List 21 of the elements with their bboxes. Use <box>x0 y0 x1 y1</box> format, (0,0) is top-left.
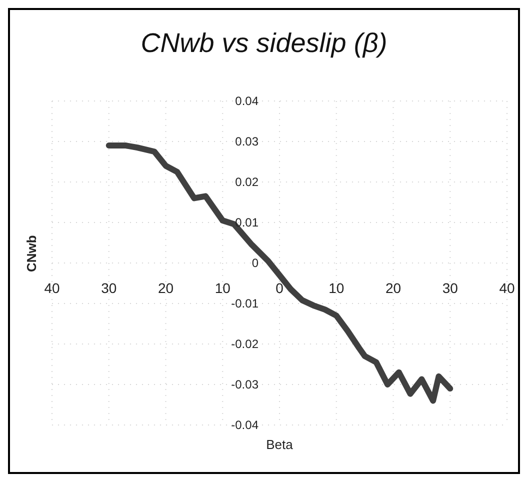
y-tick-label: 0.01 <box>235 216 259 230</box>
y-tick-label: -0.03 <box>231 378 259 392</box>
x-axis-title: Beta <box>265 437 294 452</box>
x-tick-label: 0 <box>276 280 284 296</box>
x-tick-label: 40 <box>44 280 60 296</box>
y-tick-label: 0.04 <box>235 94 259 108</box>
y-tick-label: -0.02 <box>231 337 259 351</box>
x-tick-label: 40 <box>499 280 515 296</box>
chart-title: CNwb vs sideslip (β) <box>140 28 388 59</box>
x-tick-label: 10 <box>214 280 231 296</box>
y-tick-label: 0 <box>252 256 259 270</box>
y-tick-label: 0.03 <box>235 134 259 148</box>
x-tick-label: 30 <box>101 280 117 296</box>
x-tick-label: 20 <box>158 280 174 296</box>
x-tick-label: 30 <box>442 280 458 296</box>
y-tick-label: 0.02 <box>235 175 259 189</box>
x-tick-label: 10 <box>328 280 344 296</box>
x-tick-label: 20 <box>385 280 402 296</box>
y-tick-label: -0.01 <box>231 296 259 310</box>
y-tick-label: -0.04 <box>231 418 259 432</box>
y-axis-title: CNwb <box>24 235 39 272</box>
